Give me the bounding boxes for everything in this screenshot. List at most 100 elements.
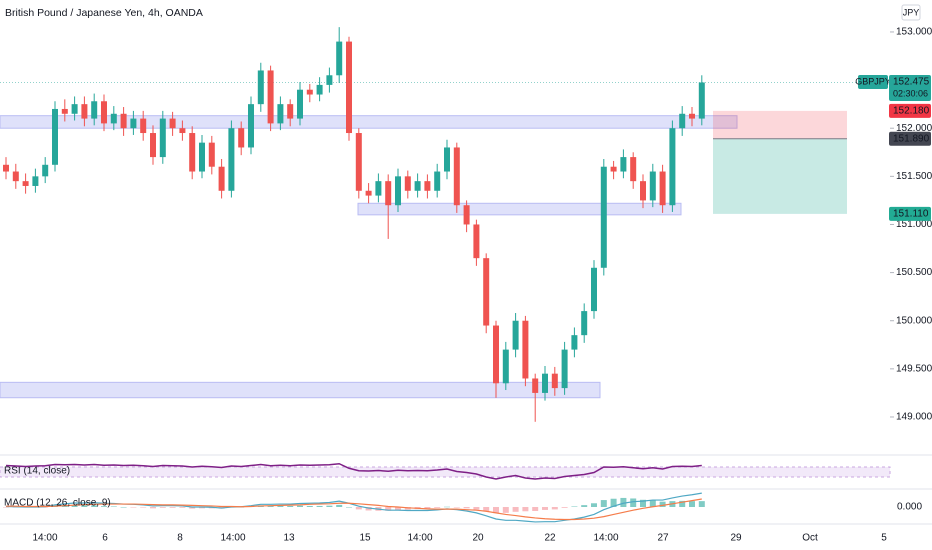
macd-histogram bbox=[542, 507, 548, 510]
macd-histogram bbox=[326, 505, 333, 507]
candle-body bbox=[81, 104, 88, 119]
macd-histogram bbox=[346, 507, 352, 508]
macd-histogram bbox=[522, 507, 529, 512]
macd-histogram bbox=[91, 505, 98, 507]
candle-body bbox=[169, 118, 176, 129]
candle-body bbox=[159, 118, 166, 158]
last-price-label: 152.475 bbox=[893, 77, 930, 88]
macd-histogram bbox=[659, 501, 666, 507]
candle-body bbox=[316, 84, 323, 95]
candle-body bbox=[542, 373, 548, 393]
macd-histogram bbox=[110, 506, 117, 507]
macd-histogram bbox=[159, 507, 166, 508]
candle-body bbox=[91, 101, 98, 119]
candle-body bbox=[473, 224, 480, 259]
candle-body bbox=[375, 181, 382, 196]
macd-histogram bbox=[130, 507, 137, 508]
x-tick-label: Oct bbox=[802, 533, 818, 544]
candle-body bbox=[591, 267, 597, 312]
x-tick-label: 6 bbox=[102, 533, 108, 544]
candle-body bbox=[42, 164, 49, 177]
last-price-name-box bbox=[858, 75, 888, 89]
last-price-name: GBPJPY bbox=[855, 76, 891, 86]
macd-histogram bbox=[463, 507, 470, 509]
candle-body bbox=[306, 89, 313, 95]
macd-histogram bbox=[640, 499, 646, 507]
price-tag bbox=[889, 206, 931, 221]
candle-body bbox=[248, 104, 254, 148]
zone bbox=[357, 202, 682, 216]
candle-body bbox=[267, 70, 274, 124]
candle-body bbox=[679, 113, 686, 129]
candle-body bbox=[52, 108, 58, 165]
candle-body bbox=[483, 258, 490, 326]
price-tag bbox=[889, 103, 931, 118]
candle-body bbox=[669, 128, 676, 206]
macd-histogram bbox=[473, 507, 480, 510]
x-tick-label: 14:00 bbox=[593, 533, 618, 544]
macd-histogram bbox=[287, 505, 294, 507]
macd-histogram bbox=[551, 507, 558, 510]
candle-body bbox=[297, 89, 303, 119]
macd-histogram bbox=[179, 507, 186, 508]
currency-box[interactable] bbox=[901, 4, 921, 21]
candle-body bbox=[502, 349, 509, 384]
macd-histogram bbox=[395, 507, 401, 511]
candle-body bbox=[179, 128, 186, 134]
y-tick-label: 153.000 bbox=[896, 27, 932, 38]
macd-histogram bbox=[150, 507, 156, 509]
candle-body bbox=[385, 181, 392, 206]
candle-body bbox=[326, 75, 333, 85]
macd-histogram bbox=[189, 507, 196, 509]
macd-histogram bbox=[3, 507, 9, 508]
macd-histogram bbox=[493, 507, 499, 514]
x-tick-label: 14:00 bbox=[32, 533, 57, 544]
macd-label: MACD (12, 26, close, 9) bbox=[4, 498, 111, 509]
macd-histogram bbox=[169, 507, 176, 508]
macd-histogram bbox=[434, 507, 441, 508]
candle-body bbox=[22, 181, 29, 186]
rsi-line bbox=[5, 462, 702, 480]
y-tick-label: 151.500 bbox=[896, 171, 932, 182]
x-tick-label: 14:00 bbox=[407, 533, 432, 544]
y-tick-label: 150.500 bbox=[896, 267, 932, 278]
macd-histogram bbox=[365, 507, 372, 511]
candle-body bbox=[61, 108, 68, 114]
x-tick-label: 22 bbox=[544, 533, 556, 544]
macd-histogram bbox=[689, 501, 695, 507]
candle-body bbox=[610, 166, 617, 172]
macd-histogram bbox=[316, 505, 323, 507]
candle-body bbox=[218, 166, 225, 191]
y-tick-label: 151.000 bbox=[896, 219, 932, 230]
candle-body bbox=[640, 181, 646, 201]
candle-body bbox=[600, 166, 607, 268]
candle-body bbox=[493, 325, 499, 384]
zone bbox=[0, 115, 738, 129]
y-tick-label: 150.000 bbox=[896, 315, 932, 326]
candle-body bbox=[463, 205, 470, 225]
macd-histogram bbox=[532, 507, 539, 511]
macd-histogram bbox=[698, 501, 705, 507]
macd-histogram bbox=[199, 507, 205, 509]
candle-body bbox=[336, 41, 343, 76]
currency[interactable]: JPY bbox=[903, 7, 920, 17]
macd-histogram bbox=[502, 507, 509, 513]
last-price-box bbox=[889, 75, 931, 101]
macd-histogram bbox=[679, 500, 686, 507]
macd-histogram bbox=[571, 506, 578, 507]
candle-body bbox=[561, 349, 568, 389]
candle-body bbox=[140, 118, 147, 134]
macd-histogram bbox=[591, 503, 597, 507]
x-tick-label: 20 bbox=[472, 533, 484, 544]
macd-histogram bbox=[630, 498, 637, 507]
candle-body bbox=[189, 133, 196, 172]
candle-body bbox=[257, 70, 264, 105]
candle-body bbox=[199, 142, 205, 172]
price-tag-label: 151.890 bbox=[893, 133, 930, 144]
macd-histogram bbox=[71, 504, 78, 507]
candle-body bbox=[208, 142, 215, 167]
x-tick-label: 8 bbox=[177, 533, 183, 544]
macd-histogram bbox=[561, 507, 568, 508]
rsi-band bbox=[0, 466, 891, 478]
